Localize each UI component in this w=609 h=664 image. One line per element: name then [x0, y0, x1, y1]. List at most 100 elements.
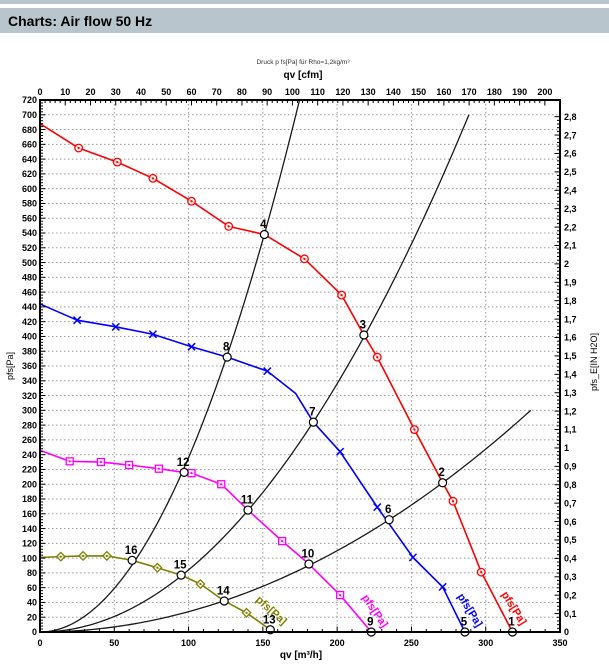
- operating-point-marker: [179, 467, 189, 477]
- bottom-axis-tick-label: 150: [255, 638, 270, 648]
- fan-curve-4: [39, 550, 271, 631]
- operating-point-label: 4: [260, 219, 267, 231]
- top-axis-tick-label: 90: [262, 87, 272, 97]
- operating-point-marker: [127, 555, 137, 565]
- fan-curve-1: [39, 122, 514, 633]
- operating-point-marker: [308, 417, 318, 427]
- bottom-axis-tick-label: 300: [478, 638, 493, 648]
- operating-point-2: [438, 478, 448, 488]
- circle-marker-dot: [451, 500, 455, 503]
- left-axis-tick-label: 180: [22, 494, 37, 504]
- top-axis-tick-label: 190: [512, 87, 527, 97]
- bottom-axis-tick-label: 200: [330, 638, 345, 648]
- diamond-marker-dot: [81, 554, 85, 557]
- square-marker-dot: [339, 593, 342, 597]
- left-axis-tick-label: 560: [22, 213, 37, 223]
- operating-point-7: [308, 417, 318, 427]
- operating-point-label: 13: [263, 614, 276, 626]
- diamond-marker-dot: [156, 566, 159, 569]
- circle-marker-dot: [340, 293, 343, 297]
- top-axis-tick-label: 100: [285, 87, 300, 97]
- top-axis-tick-label: 200: [537, 87, 552, 97]
- left-axis-tick-label: 340: [22, 376, 37, 386]
- right-axis-tick-label: 0,2: [564, 590, 577, 600]
- operating-point-label: 12: [177, 457, 190, 469]
- right-axis-tick-label: 1,6: [564, 333, 577, 343]
- page-title: Charts: Air flow 50 Hz: [8, 12, 153, 29]
- square-marker-dot: [99, 460, 103, 464]
- right-axis-tick-label: 0,1: [564, 609, 577, 619]
- top-axis-tick-label: 70: [212, 87, 222, 97]
- left-axis-tick-label: 160: [22, 509, 37, 519]
- operating-point-marker: [219, 596, 229, 606]
- operating-point-10: [304, 559, 314, 569]
- top-axis-tick-label: 60: [186, 87, 196, 97]
- fan-curve-3: [39, 449, 372, 633]
- x-marker: [373, 502, 382, 512]
- operating-point-label: 9: [367, 617, 373, 629]
- left-axis-tick-label: 640: [22, 154, 37, 164]
- x-marker: [148, 330, 158, 339]
- right-axis-tick-label: 2,1: [564, 241, 577, 251]
- operating-point-label: 15: [174, 560, 187, 572]
- top-axis-tick-label: 150: [411, 87, 426, 97]
- right-axis-tick-label: 0,6: [564, 517, 577, 527]
- diamond-marker-dot: [59, 555, 62, 558]
- left-axis-tick-label: 720: [22, 95, 37, 105]
- bottom-axis-title: qv [m³/h]: [280, 650, 322, 661]
- square-marker-dot: [128, 463, 131, 467]
- top-axis-tick-label: 110: [310, 87, 325, 97]
- right-axis-tick-label: 1,8: [564, 296, 577, 306]
- left-axis-tick-label: 600: [22, 184, 37, 194]
- right-axis-tick-label: 0,7: [564, 498, 577, 508]
- top-axis-tick-label: 180: [487, 87, 502, 97]
- system-curve-a: [39, 99, 301, 633]
- x-marker: [73, 316, 82, 325]
- top-axis-tick-label: 160: [436, 87, 451, 97]
- operating-point-marker: [222, 352, 232, 362]
- right-axis-tick-label: 2,4: [564, 185, 577, 195]
- left-axis-tick-label: 220: [22, 465, 37, 475]
- diamond-marker-dot: [245, 611, 248, 614]
- top-axis-tick-label: 20: [85, 87, 95, 97]
- circle-marker-dot: [376, 356, 379, 359]
- top-axis-tick-label: 40: [136, 87, 146, 97]
- right-axis-tick-label: 2,2: [564, 222, 577, 232]
- circle-marker-dot: [227, 225, 230, 228]
- operating-point-label: 7: [309, 407, 315, 419]
- operating-point-11: [243, 505, 253, 515]
- circle-marker-dot: [413, 428, 416, 431]
- operating-point-label: 6: [385, 504, 391, 516]
- operating-point-marker: [259, 229, 269, 240]
- operating-point-marker: [243, 505, 253, 515]
- circle-marker-dot: [116, 160, 119, 164]
- axis-ticks: [39, 99, 561, 633]
- right-axis-tick-label: 1,7: [564, 314, 577, 324]
- bottom-axis-tick-label: 100: [181, 638, 196, 648]
- right-axis-tick-label: 0,4: [564, 554, 577, 564]
- right-axis-tick-label: 2: [564, 259, 569, 269]
- operating-point-label: 14: [217, 585, 230, 597]
- top-border-strip: [0, 0, 609, 4]
- circle-marker-dot: [480, 571, 483, 574]
- top-axis-tick-label: 140: [386, 87, 401, 97]
- diamond-marker-dot: [199, 582, 202, 586]
- curve-end-label: pfs[Pa]: [359, 593, 390, 631]
- x-marker: [263, 367, 272, 376]
- left-axis-tick-label: 400: [22, 332, 37, 342]
- top-axis-tick-label: 10: [60, 87, 70, 97]
- top-axis-tick-label: 80: [237, 87, 247, 97]
- operating-point-marker: [176, 570, 186, 580]
- operating-point-label: 3: [360, 319, 366, 331]
- operating-point-marker: [359, 330, 369, 340]
- right-axis-tick-label: 0,5: [564, 535, 577, 545]
- x-marker: [438, 582, 447, 592]
- square-marker-dot: [190, 472, 193, 475]
- right-axis-tick-label: 1,1: [564, 425, 577, 435]
- left-axis-tick-label: 440: [22, 302, 37, 312]
- left-axis-tick-label: 660: [22, 140, 37, 150]
- operating-point-label: 11: [241, 495, 254, 507]
- operating-point-label: 16: [125, 545, 138, 557]
- left-axis-tick-label: 320: [22, 391, 37, 401]
- fan-curve-2-line: [39, 303, 466, 633]
